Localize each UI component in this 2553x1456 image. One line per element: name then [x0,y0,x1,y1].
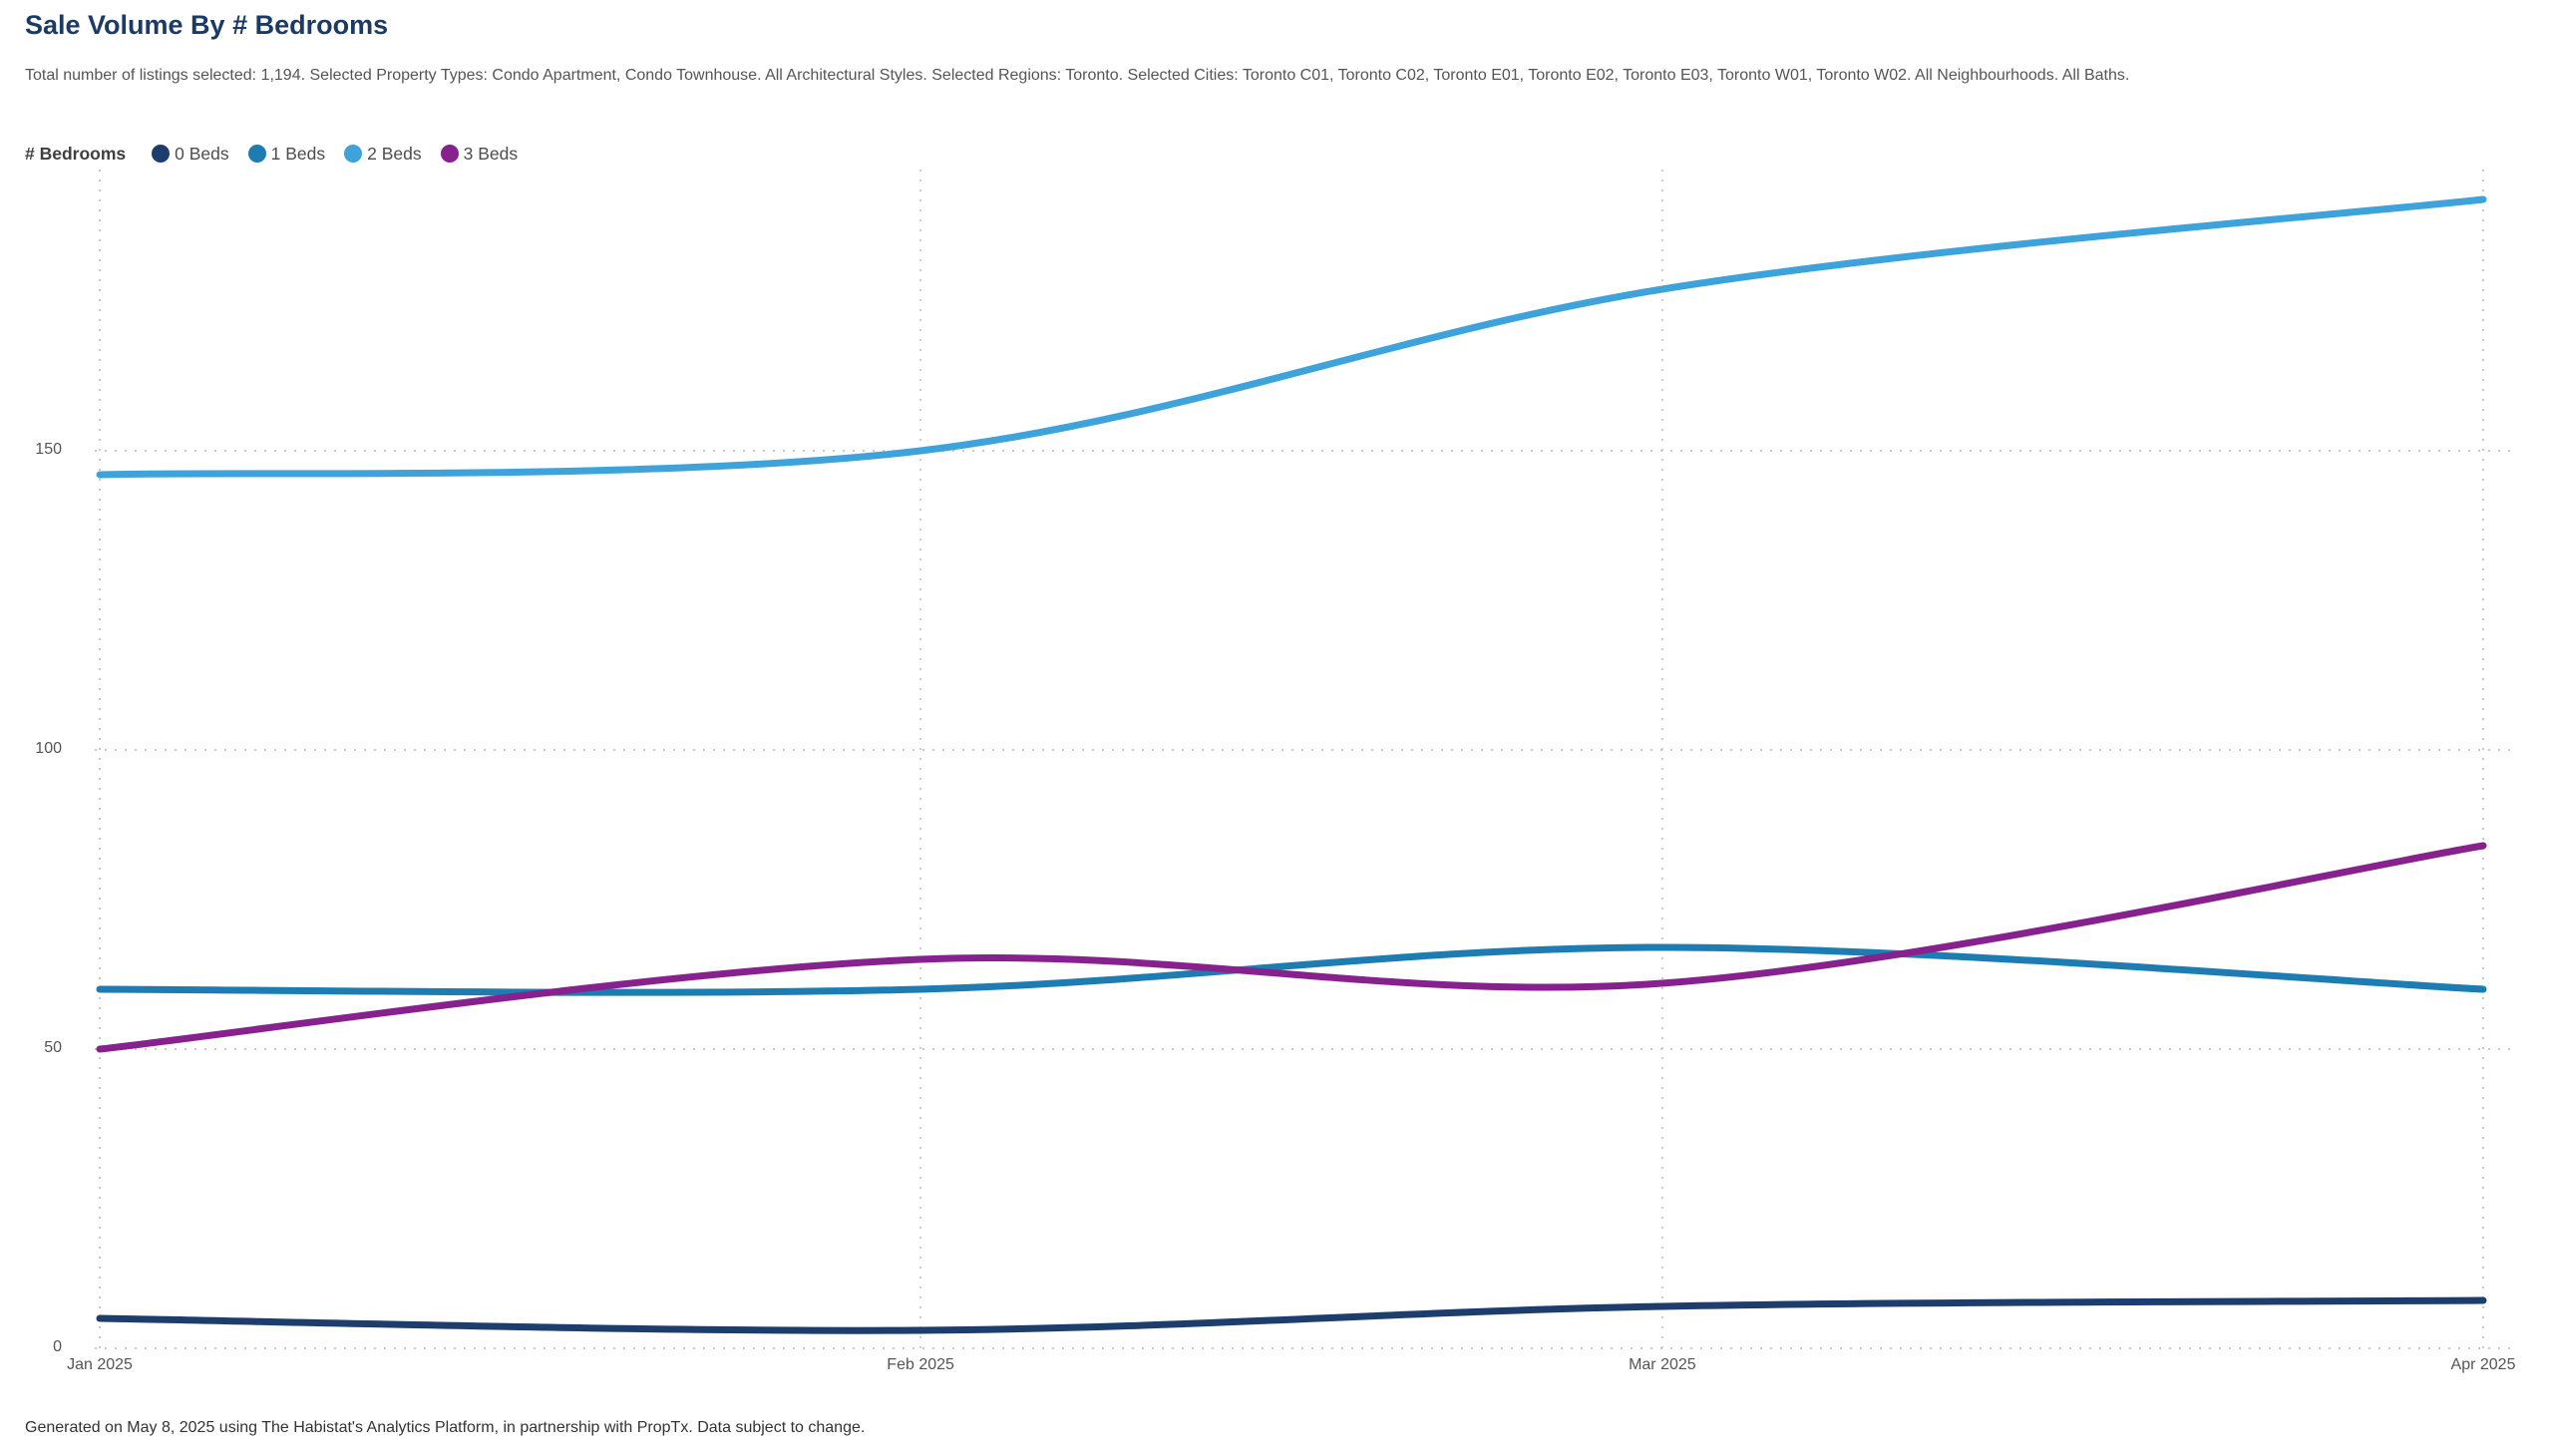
series-line-0-beds [96,1296,2487,1334]
series-line-1-beds [96,943,2487,996]
legend-item-1-beds[interactable]: 1 Beds [247,143,326,165]
series-line-3-beds [96,842,2487,1053]
chart-subtitle: Total number of listings selected: 1,194… [25,67,2130,84]
series-2-dot-icon [344,145,363,163]
series-line-2-beds [96,195,2487,479]
legend: # Bedrooms 0 Beds 1 Beds 2 Beds 3 Beds [25,140,537,168]
legend-item-label: 3 Beds [463,143,519,164]
series-3-dot-icon [440,145,459,163]
legend-title: # Bedrooms [25,143,127,164]
x-axis-tick-label: Apr 2025 [2450,1356,2516,1373]
y-axis-tick-label: 0 [53,1338,62,1355]
legend-item-3-beds[interactable]: 3 Beds [440,143,519,165]
y-axis-tick-label: 50 [44,1039,62,1056]
y-axis-tick-label: 150 [35,441,62,458]
x-axis-tick-label: Mar 2025 [1629,1356,1696,1373]
legend-item-label: 1 Beds [270,143,326,164]
legend-item-0-beds[interactable]: 0 Beds [152,143,229,165]
series-0-dot-icon [152,145,171,163]
x-axis-tick-label: Feb 2025 [887,1356,954,1373]
footer-note: Generated on May 8, 2025 using The Habis… [25,1419,866,1436]
series-1-dot-icon [247,145,266,163]
legend-item-2-beds[interactable]: 2 Beds [344,143,422,165]
legend-item-label: 0 Beds [175,143,229,164]
legend-item-label: 2 Beds [367,143,422,164]
x-axis-tick-label: Jan 2025 [67,1356,133,1373]
chart-title: Sale Volume By # Bedrooms [25,10,389,40]
y-axis-tick-label: 100 [35,740,62,757]
